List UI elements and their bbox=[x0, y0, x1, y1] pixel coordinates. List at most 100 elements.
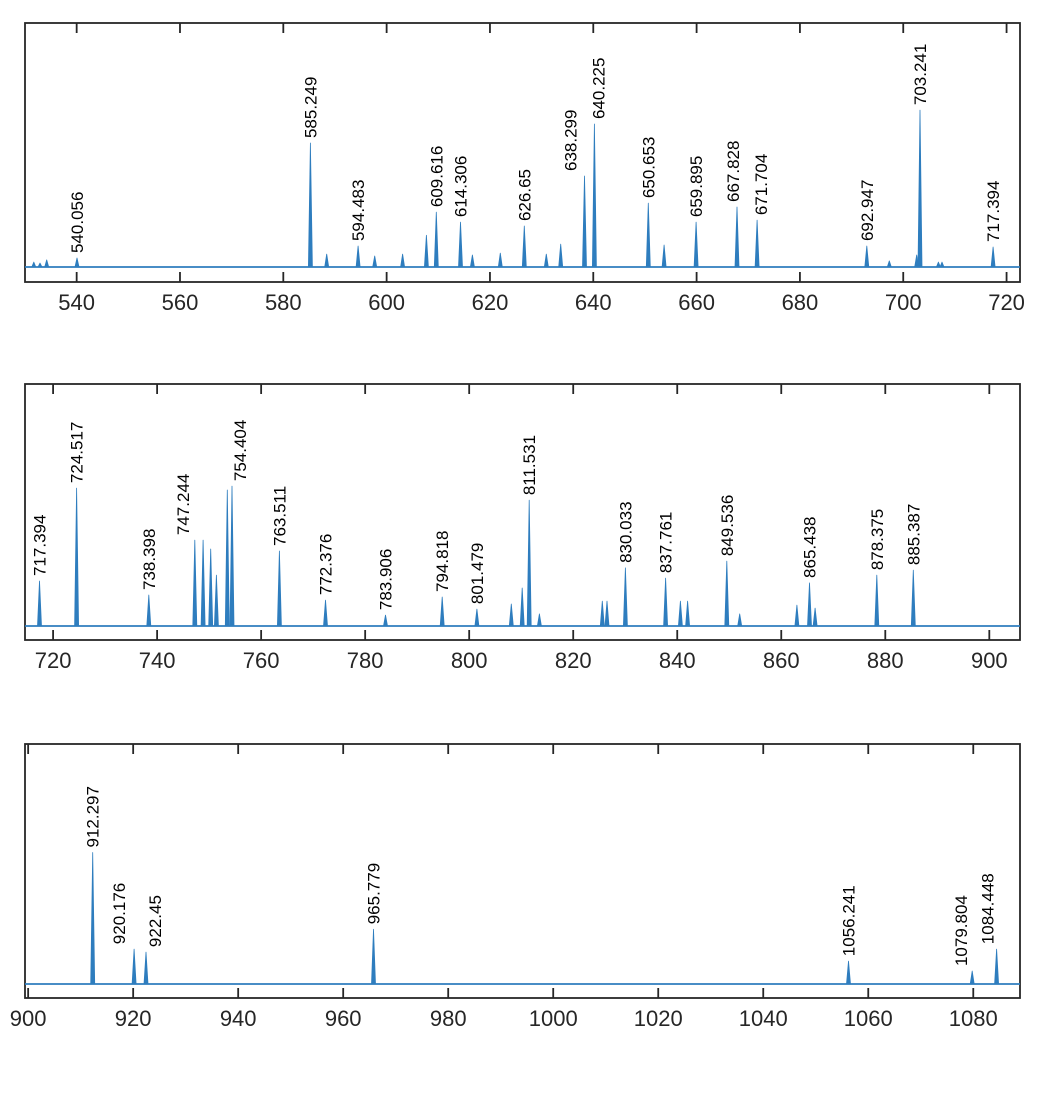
peak bbox=[537, 613, 542, 627]
peak bbox=[74, 257, 80, 268]
x-tick-label: 1060 bbox=[844, 1006, 893, 1031]
peak bbox=[37, 262, 43, 268]
peak bbox=[599, 600, 605, 627]
peak-label: 772.376 bbox=[317, 534, 336, 595]
peak bbox=[794, 604, 800, 627]
peak bbox=[192, 539, 198, 627]
peak bbox=[678, 600, 683, 627]
peak bbox=[371, 928, 376, 985]
peak bbox=[939, 261, 945, 268]
peak-label: 885.387 bbox=[904, 504, 923, 565]
peak bbox=[470, 254, 475, 268]
peak bbox=[355, 245, 361, 268]
x-tick-label: 1040 bbox=[739, 1006, 788, 1031]
peak bbox=[969, 970, 975, 985]
peak bbox=[458, 221, 463, 268]
peak bbox=[90, 852, 96, 985]
peak bbox=[886, 260, 892, 268]
peak-label: 763.511 bbox=[270, 486, 289, 546]
x-tick-label: 720 bbox=[35, 648, 72, 673]
x-tick-label: 920 bbox=[115, 1006, 152, 1031]
peak-label: 738.398 bbox=[140, 529, 159, 590]
peak bbox=[31, 261, 37, 268]
peak bbox=[521, 225, 527, 268]
peak-label: 922.45 bbox=[146, 895, 165, 947]
peak bbox=[936, 261, 941, 268]
x-tick-label: 900 bbox=[10, 1006, 47, 1031]
peak bbox=[864, 245, 870, 268]
peak-label: 878.375 bbox=[868, 509, 887, 570]
peak bbox=[812, 607, 818, 627]
peak bbox=[994, 948, 999, 985]
peak-label: 754.404 bbox=[231, 420, 250, 481]
plot-box bbox=[24, 22, 1021, 283]
peak bbox=[661, 244, 667, 268]
peak bbox=[324, 253, 330, 268]
peak-label: 830.033 bbox=[616, 501, 635, 562]
peak bbox=[224, 489, 230, 627]
peak bbox=[308, 142, 313, 268]
x-tick-label: 1080 bbox=[949, 1006, 998, 1031]
x-tick-label: 600 bbox=[368, 290, 405, 315]
peak bbox=[229, 485, 235, 627]
peak bbox=[508, 603, 514, 627]
peak bbox=[737, 613, 743, 627]
peak-label: 811.531 bbox=[520, 435, 539, 495]
x-tick-label: 980 bbox=[430, 1006, 467, 1031]
x-tick-label: 900 bbox=[971, 648, 1008, 673]
peak-label: 1084.448 bbox=[979, 873, 998, 944]
x-tick-label: 860 bbox=[763, 648, 800, 673]
x-tick-label: 820 bbox=[555, 648, 592, 673]
x-tick-label: 1020 bbox=[634, 1006, 683, 1031]
x-tick-label: 780 bbox=[347, 648, 384, 673]
peak-label: 671.704 bbox=[752, 154, 771, 215]
peak bbox=[663, 577, 668, 627]
peak-label: 638.299 bbox=[561, 110, 580, 171]
x-tick-label: 640 bbox=[575, 290, 612, 315]
peak bbox=[582, 175, 587, 268]
peak bbox=[44, 259, 50, 268]
peak bbox=[623, 567, 628, 627]
peak-label: 667.828 bbox=[724, 141, 743, 202]
peak bbox=[323, 599, 328, 627]
peak bbox=[146, 594, 152, 627]
peak-label: 585.249 bbox=[301, 77, 320, 138]
peak-label: 609.616 bbox=[427, 146, 446, 207]
peak-label: 724.517 bbox=[68, 422, 87, 483]
peak-label: 594.483 bbox=[349, 180, 368, 241]
peak bbox=[846, 960, 851, 985]
peak bbox=[685, 600, 690, 627]
peak-label: 747.244 bbox=[174, 474, 193, 535]
peak bbox=[519, 587, 525, 627]
x-tick-label: 840 bbox=[659, 648, 696, 673]
peak bbox=[543, 253, 549, 268]
peak bbox=[383, 614, 388, 627]
peak bbox=[645, 202, 651, 268]
peak-label: 626.65 bbox=[515, 169, 534, 221]
peak bbox=[37, 580, 42, 627]
x-tick-label: 620 bbox=[472, 290, 509, 315]
peak bbox=[724, 560, 730, 627]
peak-label: 783.906 bbox=[376, 549, 395, 610]
spectrum-panel-2: 720 740 760 780 800 820 840 860 880 900 717.394 724… bbox=[24, 383, 1021, 673]
peak-label: 837.761 bbox=[657, 512, 676, 573]
peak-label: 912.297 bbox=[84, 786, 103, 847]
peak bbox=[874, 574, 880, 627]
peak bbox=[558, 243, 564, 268]
x-tick-label: 700 bbox=[885, 290, 922, 315]
peak bbox=[131, 948, 137, 985]
peak-label: 640.225 bbox=[589, 58, 608, 119]
peak bbox=[497, 252, 503, 268]
peak bbox=[74, 487, 79, 627]
x-tick-label: 740 bbox=[139, 648, 176, 673]
x-tick-label: 680 bbox=[782, 290, 819, 315]
peak-label: 717.394 bbox=[984, 181, 1003, 242]
peak bbox=[526, 499, 532, 627]
peak-label: 865.438 bbox=[801, 516, 820, 577]
peak bbox=[693, 221, 699, 268]
x-tick-label: 540 bbox=[58, 290, 95, 315]
peak-label: 659.895 bbox=[687, 156, 706, 217]
peak-label: 849.536 bbox=[718, 495, 737, 556]
plot-box bbox=[24, 383, 1021, 641]
